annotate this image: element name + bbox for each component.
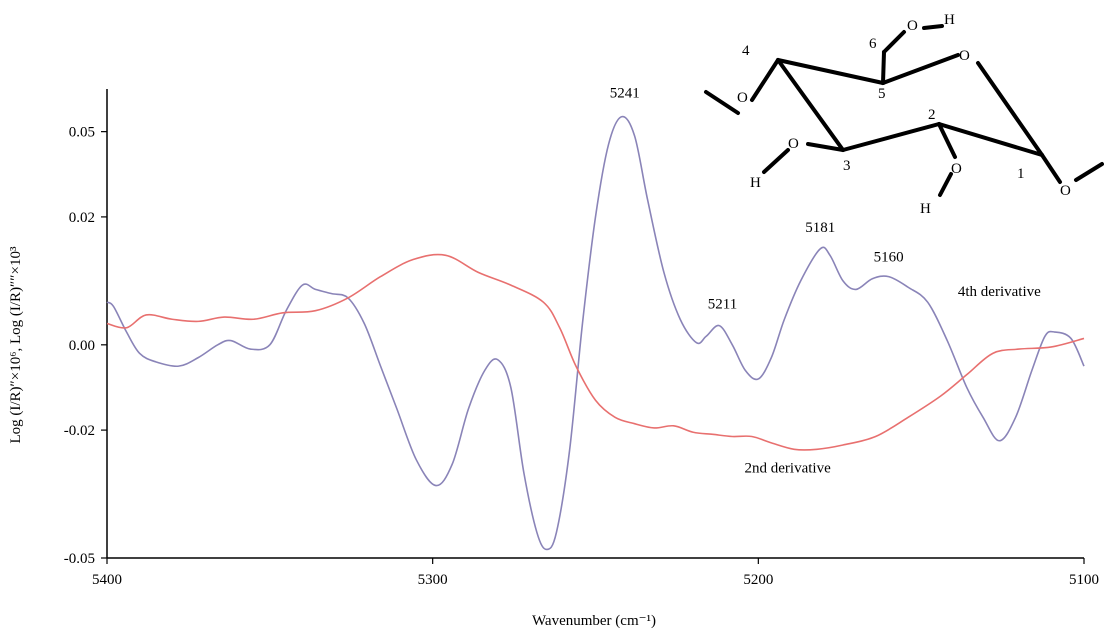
oxygen-label-c2: O (951, 161, 962, 177)
series-group (106, 115, 1085, 551)
annotation-5241: 5241 (610, 86, 640, 102)
oxygen-label-c6: O (907, 18, 918, 34)
molecule-bonds (704, 24, 1104, 197)
oxygen-label-c4: O (737, 90, 748, 106)
glucose-structure: 4 6 5 3 2 1 O O H O O H O H O (704, 12, 1104, 217)
annotation-2nd-derivative: 2nd derivative (745, 461, 832, 477)
x-tick-label: 5200 (743, 572, 773, 588)
annotation-5211: 5211 (708, 297, 737, 313)
y-tick-label: -0.05 (64, 551, 95, 567)
y-tick-label: -0.02 (64, 423, 95, 439)
annotation-group: 5241 5211 5181 5160 4th derivative 2nd deriva… (610, 86, 1041, 477)
annotation-5160: 5160 (874, 250, 904, 266)
carbon-label-5: 5 (878, 86, 886, 102)
x-tick-label: 5400 (92, 572, 122, 588)
y-tick-label: 0.00 (69, 338, 95, 354)
y-tick-label: 0.05 (69, 125, 95, 141)
y-tick-label: 0.02 (69, 210, 95, 226)
hydrogen-label-c3: H (750, 175, 761, 191)
y-axis-title: Log (I/R)″×10⁶, Log (I/R)″″×10³ (8, 246, 24, 444)
series-line-4th-derivative (106, 115, 1085, 551)
axes (106, 89, 1084, 559)
carbon-label-1: 1 (1017, 166, 1025, 182)
carbon-label-3: 3 (843, 158, 851, 174)
tick-group: 5400 5300 5200 5100 0.05 0.02 0.00 -0.02 -0.05 (64, 125, 1099, 588)
x-axis-title: Wavenumber (cm⁻¹) (532, 613, 656, 629)
series-line-2nd-derivative (106, 253, 1085, 451)
carbon-label-6: 6 (869, 36, 877, 52)
carbon-label-2: 2 (928, 107, 936, 123)
annotation-4th-derivative: 4th derivative (958, 284, 1041, 300)
hydrogen-label-c2: H (920, 201, 931, 217)
x-tick-label: 5300 (418, 572, 448, 588)
carbon-label-4: 4 (742, 43, 750, 59)
x-tick-label: 5100 (1069, 572, 1099, 588)
hydrogen-label-c6: H (944, 12, 955, 28)
oxygen-label-c3: O (788, 136, 799, 152)
oxygen-label-c1: O (1060, 183, 1071, 199)
annotation-5181: 5181 (805, 220, 835, 236)
oxygen-label-ring: O (959, 48, 970, 64)
